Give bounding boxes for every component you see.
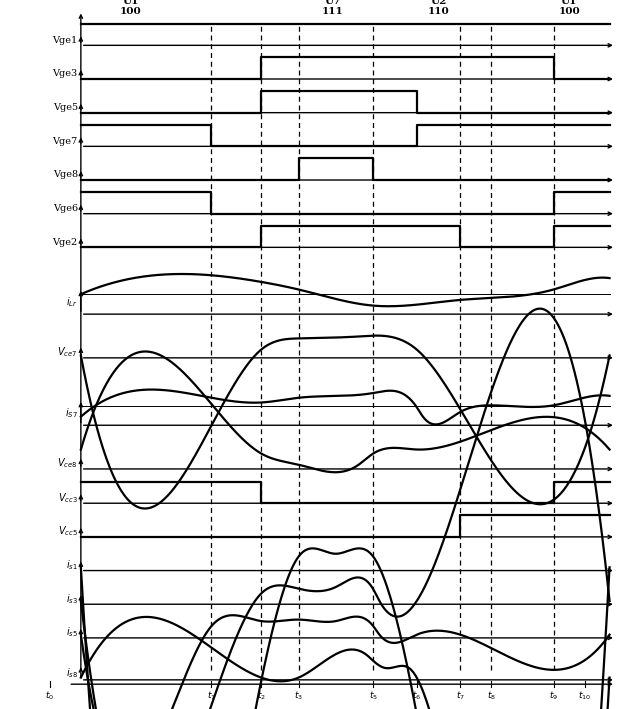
Text: $t_8$: $t_8$: [487, 690, 496, 703]
Text: $t_3$: $t_3$: [294, 690, 303, 703]
Text: Vge7: Vge7: [52, 137, 78, 145]
Text: $t_7$: $t_7$: [456, 690, 465, 703]
Text: Vge6: Vge6: [53, 204, 78, 213]
Text: $t_0$: $t_0$: [45, 690, 54, 703]
Text: $i_{s5}$: $i_{s5}$: [66, 625, 78, 640]
Text: $i_{s8}$: $i_{s8}$: [65, 666, 78, 680]
Text: $i_{S7}$: $i_{S7}$: [65, 407, 78, 420]
Text: $V_{cc3}$: $V_{cc3}$: [58, 491, 78, 505]
Text: $V_{ce8}$: $V_{ce8}$: [57, 456, 78, 470]
Text: Vge8: Vge8: [53, 170, 78, 179]
Text: U1
100: U1 100: [559, 0, 580, 16]
Text: Vge5: Vge5: [53, 103, 78, 112]
Text: $t_5$: $t_5$: [369, 690, 378, 703]
Text: $t_6$: $t_6$: [412, 690, 421, 703]
Text: $i_{s1}$: $i_{s1}$: [66, 558, 78, 572]
Text: $t_{10}$: $t_{10}$: [578, 690, 592, 703]
Text: $t_9$: $t_9$: [549, 690, 558, 703]
Text: Vge3: Vge3: [52, 69, 78, 78]
Text: Vge2: Vge2: [52, 238, 78, 247]
Text: $t_2$: $t_2$: [257, 690, 266, 703]
Text: Vge1: Vge1: [52, 35, 78, 45]
Text: $V_{cc5}$: $V_{cc5}$: [58, 525, 78, 538]
Text: $V_{ce7}$: $V_{ce7}$: [57, 345, 78, 359]
Text: $i_{s3}$: $i_{s3}$: [66, 592, 78, 605]
Text: $i_{Lr}$: $i_{Lr}$: [66, 296, 78, 309]
Text: U2
110: U2 110: [428, 0, 449, 16]
Text: $t_1$: $t_1$: [207, 690, 216, 703]
Text: U1
100: U1 100: [120, 0, 141, 16]
Text: U7
111: U7 111: [322, 0, 343, 16]
